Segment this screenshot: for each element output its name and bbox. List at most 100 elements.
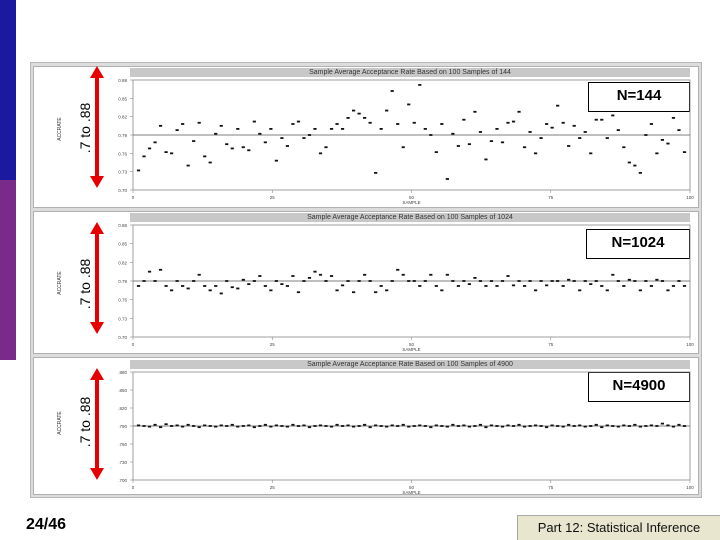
data-point-1-46 [390, 90, 394, 92]
data-point-3-4 [158, 426, 163, 429]
accent-strip-top [0, 0, 16, 180]
data-point-2-18 [236, 287, 240, 290]
data-point-2-17 [230, 286, 234, 289]
data-point-1-87 [616, 129, 620, 132]
data-point-1-4 [158, 124, 163, 127]
data-point-3-35 [329, 425, 334, 428]
data-point-2-2 [147, 270, 152, 273]
data-point-2-62 [478, 280, 483, 282]
data-point-1-47 [396, 123, 400, 125]
data-point-1-28 [291, 123, 295, 125]
data-point-3-72 [533, 424, 538, 427]
data-point-2-47 [396, 268, 400, 271]
data-point-2-35 [329, 275, 334, 277]
accent-strip-bottom [0, 180, 16, 360]
data-point-3-69 [517, 423, 521, 426]
data-point-3-57 [451, 423, 455, 426]
data-point-3-55 [440, 425, 444, 427]
data-point-3-63 [484, 426, 488, 429]
data-point-1-16 [225, 143, 229, 146]
data-point-1-78 [567, 145, 571, 147]
data-point-1-77 [561, 121, 565, 124]
y-tick-label-1-2: 0.82 [118, 115, 127, 120]
data-point-3-23 [263, 423, 267, 426]
range-arrow-head-top-1 [90, 66, 104, 78]
data-point-2-95 [660, 280, 665, 282]
data-point-1-56 [445, 178, 449, 180]
data-point-1-73 [539, 137, 543, 139]
data-point-3-5 [164, 423, 168, 426]
data-point-2-52 [423, 280, 427, 282]
data-point-1-81 [583, 131, 587, 133]
data-point-3-8 [181, 425, 185, 428]
data-point-1-48 [401, 146, 405, 149]
data-point-2-6 [170, 289, 174, 292]
data-point-1-57 [451, 132, 455, 135]
data-point-2-56 [445, 273, 449, 276]
data-point-2-32 [313, 270, 317, 273]
y-tick-label-3-6: .700 [118, 478, 127, 483]
data-point-3-38 [346, 424, 350, 427]
y-tick-label-1-3: 0.79 [118, 133, 127, 138]
data-point-1-3 [153, 141, 157, 144]
data-point-2-39 [351, 291, 356, 294]
data-point-1-33 [318, 152, 323, 155]
y-tick-label-3-4: .760 [118, 442, 127, 447]
data-point-3-52 [423, 425, 427, 427]
data-point-2-46 [390, 280, 394, 282]
data-point-1-91 [638, 171, 642, 174]
data-point-3-44 [379, 425, 383, 427]
data-point-3-77 [561, 425, 565, 428]
y-tick-label-1-5: 0.73 [118, 170, 127, 175]
data-point-2-21 [252, 280, 256, 282]
data-point-2-77 [561, 285, 565, 287]
data-point-3-1 [142, 425, 146, 427]
data-point-1-85 [605, 137, 609, 139]
y-tick-label-2-1: 0.85 [118, 242, 127, 247]
data-point-1-19 [241, 146, 245, 149]
data-point-2-27 [285, 285, 290, 287]
data-point-1-83 [594, 118, 598, 121]
data-point-3-93 [649, 424, 653, 427]
data-point-2-43 [374, 291, 378, 294]
data-point-2-86 [611, 273, 615, 276]
data-point-1-53 [429, 134, 433, 136]
y-tick-label-3-5: .730 [118, 460, 127, 465]
data-point-2-40 [357, 280, 361, 282]
data-point-1-11 [197, 121, 201, 124]
data-point-3-14 [214, 425, 218, 428]
data-point-2-16 [225, 280, 229, 282]
data-point-2-12 [203, 285, 207, 287]
data-point-1-40 [357, 112, 361, 115]
data-point-2-5 [164, 285, 168, 287]
data-point-2-71 [528, 280, 532, 282]
data-point-3-54 [434, 424, 438, 427]
data-point-2-19 [241, 278, 245, 281]
data-point-1-35 [329, 127, 334, 130]
data-point-1-58 [456, 145, 460, 147]
data-point-2-13 [208, 289, 212, 292]
data-point-3-43 [374, 424, 378, 427]
data-point-2-93 [649, 285, 653, 287]
data-point-1-36 [335, 123, 339, 125]
data-point-3-85 [605, 424, 609, 427]
x-tick-label-1-0: 0 [132, 195, 135, 200]
data-point-1-41 [363, 116, 367, 119]
data-point-1-6 [170, 152, 174, 155]
data-point-2-24 [269, 289, 273, 292]
data-point-3-22 [258, 425, 262, 427]
data-point-1-76 [556, 104, 560, 107]
y-tick-label-2-3: 0.79 [118, 279, 127, 284]
data-point-3-2 [147, 425, 152, 428]
x-tick-label-2-1: 25 [270, 342, 276, 347]
data-point-3-65 [495, 425, 499, 427]
data-point-3-11 [197, 426, 201, 429]
data-point-2-60 [467, 283, 472, 286]
data-point-3-26 [280, 425, 284, 427]
data-point-3-62 [478, 423, 483, 426]
x-tick-label-2-3: 75 [548, 342, 554, 347]
data-point-3-50 [412, 425, 416, 427]
data-point-3-45 [385, 425, 389, 428]
data-point-1-22 [258, 132, 262, 135]
data-point-3-19 [241, 425, 245, 427]
